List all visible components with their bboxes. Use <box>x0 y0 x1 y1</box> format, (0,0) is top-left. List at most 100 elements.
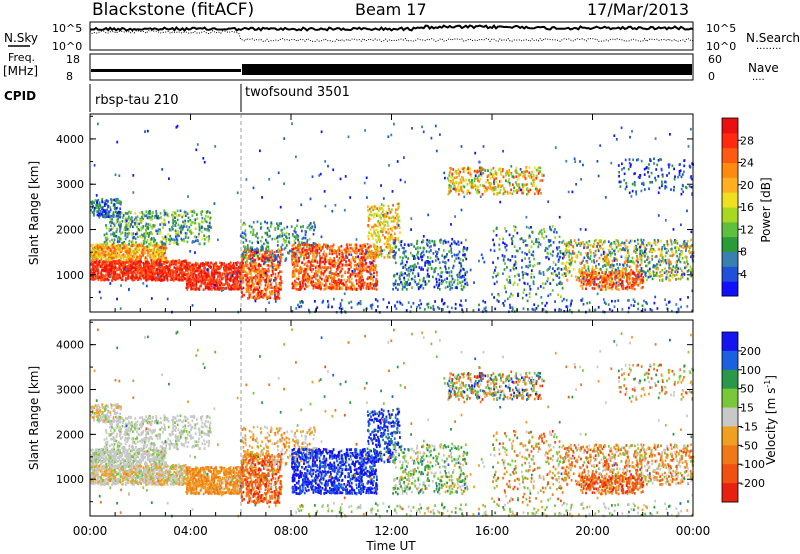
echo-cell <box>280 280 283 283</box>
echo-cell <box>221 277 223 281</box>
echo-cell <box>350 265 352 269</box>
echo-cell <box>91 260 93 264</box>
echo-cell <box>158 253 161 256</box>
echo-cell <box>358 278 360 282</box>
echo-cell <box>223 262 226 265</box>
echo-cell <box>103 277 106 281</box>
echo-cell <box>110 232 113 236</box>
echo-cell <box>140 218 142 222</box>
echo-cell <box>181 239 184 242</box>
echo-cell <box>439 274 442 278</box>
echo-cell <box>249 276 252 280</box>
echo-cell <box>267 276 270 279</box>
echo-cell <box>230 286 232 290</box>
echo-cell <box>110 198 113 202</box>
echo-cell <box>257 254 259 258</box>
echo-cell <box>387 224 389 227</box>
echo-cell <box>179 214 182 217</box>
echo-cell <box>164 223 167 227</box>
echo-cell <box>260 248 263 252</box>
echo-cell <box>167 270 170 274</box>
echo-cell <box>254 276 257 280</box>
echo-cell <box>128 270 131 274</box>
echo-cell <box>428 250 431 254</box>
echo-cell <box>279 258 282 262</box>
echo-cell <box>448 184 451 187</box>
echo-cell <box>127 266 130 270</box>
echo-cell <box>283 227 286 230</box>
echo-cell <box>407 278 410 281</box>
echo-cell <box>167 233 170 236</box>
echo-cell <box>234 287 236 290</box>
echo-cell <box>203 271 206 275</box>
echo-cell <box>119 274 121 277</box>
echo-cell <box>158 216 160 220</box>
echo-cell <box>291 252 294 256</box>
echo-cell <box>259 295 262 298</box>
echo-cell <box>376 207 378 210</box>
echo-cell <box>394 253 396 257</box>
echo-cell <box>163 242 166 246</box>
echo-cell <box>263 270 266 274</box>
echo-cell <box>433 240 436 243</box>
echo-cell <box>448 271 450 274</box>
echo-cell <box>394 236 397 240</box>
echo-cell <box>303 273 306 276</box>
echo-cell <box>121 242 123 245</box>
echo-cell <box>319 257 322 261</box>
echo-cell <box>288 249 291 253</box>
echo-cell <box>138 271 141 275</box>
echo-cell <box>241 291 243 294</box>
echo-cell <box>102 252 104 255</box>
echo-cell <box>174 220 176 223</box>
echo-cell <box>309 268 312 272</box>
echo-cell <box>228 278 231 281</box>
echo-cell <box>450 242 453 246</box>
echo-cell <box>195 285 198 289</box>
echo-cell <box>414 280 417 284</box>
echo-cell <box>176 267 179 270</box>
echo-cell <box>145 248 148 252</box>
echo-cell <box>278 297 281 300</box>
echo-cell <box>468 191 471 195</box>
echo-cell <box>108 271 111 275</box>
echo-cell <box>362 280 364 284</box>
echo-cell <box>388 231 391 234</box>
echo-cell <box>383 256 386 259</box>
echo-cell <box>205 273 207 277</box>
echo-cell <box>271 286 274 290</box>
echo-cell <box>208 237 211 240</box>
echo-cell <box>249 231 252 234</box>
echo-cell <box>246 276 249 280</box>
echo-cell <box>345 281 347 284</box>
echo-cell <box>112 215 115 218</box>
echo-cell <box>95 243 97 247</box>
echo-cell <box>96 261 99 264</box>
echo-cell <box>136 244 139 247</box>
echo-cell <box>103 214 106 217</box>
echo-cell <box>277 293 280 296</box>
echo-cell <box>273 285 276 289</box>
echo-cell <box>287 251 289 254</box>
echo-cell <box>303 243 306 247</box>
echo-cell <box>276 226 279 229</box>
echo-cell <box>274 287 277 291</box>
echo-cell <box>144 260 147 263</box>
echo-cell <box>99 212 101 216</box>
echo-cell <box>368 268 371 272</box>
echo-cell <box>209 216 212 220</box>
echo-cell <box>253 251 256 255</box>
echo-cell <box>275 222 278 225</box>
echo-cell <box>115 201 118 204</box>
echo-cell <box>277 260 280 264</box>
echo-cell <box>343 278 346 282</box>
echo-cell <box>190 272 192 276</box>
echo-cell <box>91 258 94 261</box>
echo-cell <box>129 264 132 268</box>
echo-cell <box>145 275 147 279</box>
echo-cell <box>135 273 138 277</box>
echo-cell <box>204 274 206 277</box>
echo-cell <box>256 282 258 285</box>
echo-cell <box>202 288 205 291</box>
echo-cell <box>261 274 264 278</box>
